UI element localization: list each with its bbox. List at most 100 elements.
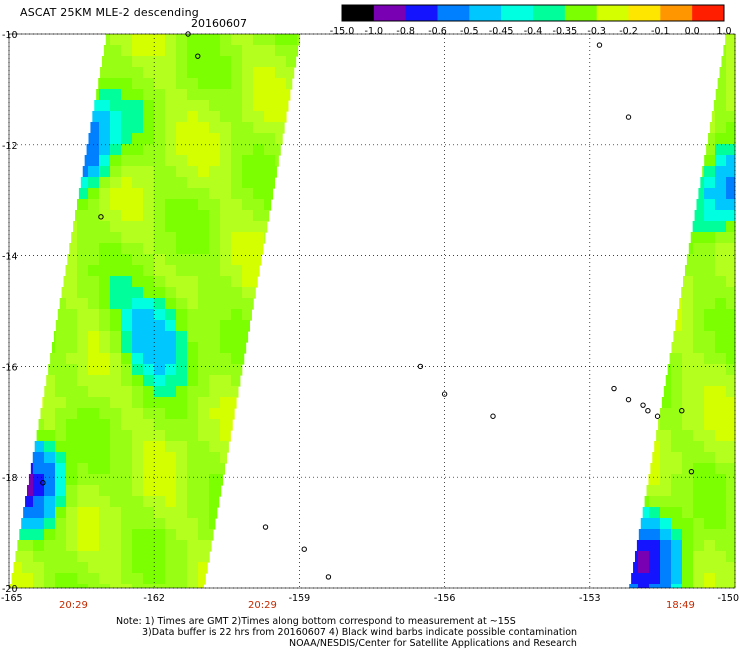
- swath-cell: [77, 408, 89, 420]
- swath-cell: [121, 419, 133, 431]
- swath-cell: [55, 430, 67, 442]
- swath-cell: [649, 496, 661, 508]
- swath-cell: [99, 375, 111, 387]
- swath-cell: [165, 111, 177, 123]
- swath-cell: [154, 210, 166, 222]
- swath-cell: [726, 397, 735, 409]
- swath-cell: [66, 474, 78, 486]
- swath-cell: [99, 551, 111, 563]
- swath-cell: [154, 67, 166, 79]
- swath-cell: [682, 309, 694, 321]
- swath-cell: [682, 463, 694, 475]
- swath-cell: [242, 111, 254, 123]
- swath-cell: [209, 496, 220, 508]
- swath-cell: [13, 562, 23, 574]
- swath-cell: [88, 287, 100, 299]
- swath-cell: [77, 254, 89, 266]
- swath-cell: [121, 474, 133, 486]
- swath-cell: [154, 496, 166, 508]
- swath-cell: [38, 419, 45, 431]
- swath-cell: [99, 507, 111, 519]
- swath-cell: [220, 463, 226, 475]
- swath-cell: [33, 518, 45, 530]
- swath-cell: [231, 397, 237, 409]
- swath-cell: [704, 430, 716, 442]
- swath-cell: [132, 518, 144, 530]
- swath-cell: [143, 89, 155, 101]
- swath-cell: [143, 441, 155, 453]
- swath-cell: [209, 45, 221, 57]
- swath-cell: [198, 419, 210, 431]
- swath-cell: [121, 100, 133, 112]
- swath-cell: [110, 166, 122, 178]
- swath-cell: [110, 463, 122, 475]
- swath-cell: [660, 584, 672, 588]
- swath-cell: [154, 518, 166, 530]
- swath-cell: [693, 540, 705, 552]
- swath-cell: [77, 430, 89, 442]
- swath-cell: [704, 364, 716, 376]
- swath-cell: [242, 100, 254, 112]
- swath-cell: [220, 221, 232, 233]
- swath-cell: [55, 375, 67, 387]
- swath-cell: [220, 353, 232, 365]
- swath-cell: [264, 100, 276, 112]
- swath-cell: [209, 265, 221, 277]
- swath-cell: [100, 67, 111, 79]
- swath-cell: [264, 188, 274, 200]
- colorbar-label: -0.2: [619, 26, 638, 36]
- swath-cell: [242, 45, 254, 57]
- swath-cell: [682, 342, 694, 354]
- swath-cell: [99, 452, 111, 464]
- swath-cell: [34, 441, 45, 453]
- swath-cell: [209, 78, 221, 90]
- swath-cell: [132, 375, 144, 387]
- swath-cell: [88, 210, 100, 222]
- swath-cell: [176, 584, 188, 588]
- swath-cell: [110, 243, 122, 255]
- swath-cell: [690, 232, 694, 244]
- swath-cell: [715, 287, 727, 299]
- swath-cell: [66, 320, 78, 332]
- swath-cell: [55, 452, 67, 464]
- swath-cell: [682, 386, 694, 398]
- island-outline: [98, 214, 104, 220]
- swath-cell: [264, 133, 276, 145]
- swath-cell: [132, 254, 144, 266]
- swath-cell: [253, 89, 265, 101]
- swath-cell: [143, 364, 155, 376]
- swath-cell: [121, 397, 133, 409]
- swath-cell: [110, 562, 122, 574]
- swath-cell: [176, 452, 188, 464]
- swath-cell: [231, 78, 243, 90]
- swath-cell: [231, 375, 241, 387]
- swath-cell: [209, 375, 221, 387]
- swath-cell: [132, 287, 144, 299]
- swath-cell: [264, 89, 276, 101]
- swath-cell: [154, 100, 166, 112]
- swath-cell: [209, 441, 221, 453]
- swath-cell: [198, 331, 210, 343]
- swath-cell: [715, 276, 727, 288]
- swath-cell: [704, 177, 716, 189]
- swath-cell: [110, 122, 122, 134]
- swath-cell: [704, 441, 716, 453]
- swath-cell: [44, 551, 56, 563]
- swath-cell: [682, 441, 694, 453]
- swath-cell: [154, 89, 166, 101]
- swath-cell: [220, 188, 232, 200]
- swath-cell: [165, 529, 177, 541]
- swath-cell: [110, 188, 122, 200]
- swath-cell: [209, 397, 221, 409]
- swath-cell: [121, 221, 133, 233]
- swath-cell: [704, 166, 716, 178]
- swath-cell: [209, 386, 221, 398]
- swath-cell: [220, 67, 232, 79]
- swath-cell: [143, 518, 155, 530]
- swath-cell: [154, 353, 166, 365]
- swath-cell: [726, 232, 735, 244]
- swath-cell: [709, 122, 716, 134]
- swath-cell: [209, 342, 221, 354]
- swath-cell: [209, 276, 221, 288]
- swath-cell: [99, 287, 111, 299]
